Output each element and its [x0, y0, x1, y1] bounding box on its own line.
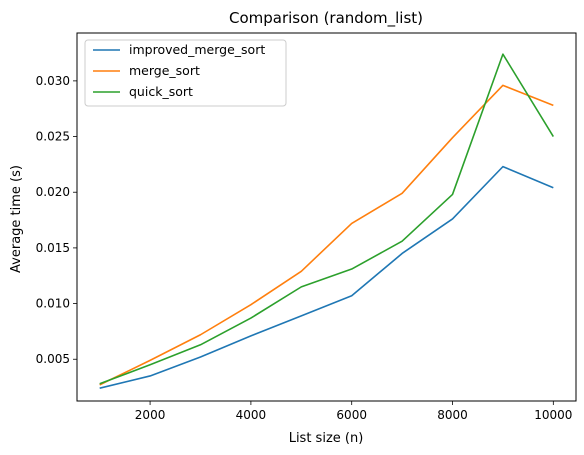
series-line-quick-sort [99, 53, 555, 385]
legend-box [84, 39, 287, 107]
y-tick-label: 0.020 [36, 185, 70, 199]
y-tick-label: 0.025 [36, 130, 70, 144]
series-line-improved-merge-sort [99, 165, 554, 389]
legend: improved_merge_sort merge_sort quick_sort [84, 39, 287, 107]
x-tick-label: 2000 [135, 408, 166, 422]
x-tick-label: 10000 [534, 408, 572, 422]
legend-label: quick_sort [129, 84, 193, 99]
y-axis-label: Average time (s) [9, 165, 24, 273]
y-tick-label: 0.030 [36, 74, 70, 88]
chart-title: Comparison (random_list) [229, 9, 423, 28]
series-line-merge-sort [99, 84, 554, 386]
x-axis-label: List size (n) [289, 431, 364, 446]
y-axis: 0.005 0.010 0.015 0.020 0.025 0.030 [36, 74, 77, 366]
x-tick-label: 4000 [236, 408, 267, 422]
y-tick-label: 0.005 [36, 352, 70, 366]
legend-label: improved_merge_sort [129, 42, 265, 57]
x-tick-label: 8000 [437, 408, 468, 422]
x-tick-label: 6000 [336, 408, 367, 422]
y-tick-label: 0.010 [36, 297, 70, 311]
y-tick-label: 0.015 [36, 241, 70, 255]
x-axis: 2000 4000 6000 8000 10000 [135, 401, 572, 422]
legend-label: merge_sort [129, 63, 200, 78]
series-lines [99, 53, 555, 389]
